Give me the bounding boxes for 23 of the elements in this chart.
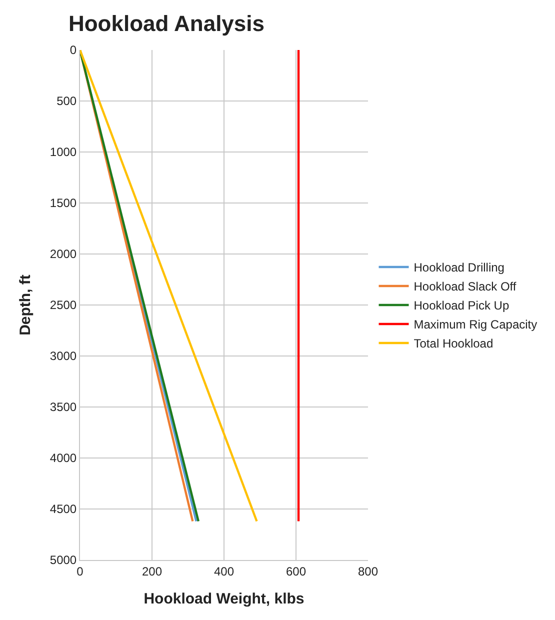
y-tick-label: 0: [70, 43, 77, 58]
y-axis-title: Depth, ft: [17, 274, 34, 336]
legend-label: Hookload Drilling: [414, 260, 504, 275]
x-tick-label: 400: [214, 564, 234, 578]
x-tick-label: 800: [358, 564, 378, 578]
y-tick-label: 2000: [50, 247, 77, 262]
y-tick-label: 4500: [50, 502, 77, 516]
legend-label: Total Hookload: [414, 336, 494, 351]
legend-label: Hookload Pick Up: [414, 298, 510, 313]
x-tick-label: 600: [286, 564, 306, 578]
x-tick-label: 200: [142, 564, 162, 578]
y-tick-label: 500: [56, 94, 77, 108]
x-axis-title: Hookload Weight, klbs: [144, 590, 304, 608]
y-tick-label: 2500: [50, 298, 77, 312]
y-tick-label: 1500: [50, 196, 77, 210]
y-tick-label: 5000: [50, 553, 77, 568]
y-tick-label: 1000: [50, 145, 77, 160]
y-tick-label: 3000: [50, 349, 77, 364]
y-tick-label: 4000: [50, 451, 77, 466]
y-tick-label: 3500: [50, 400, 77, 414]
legend-label: Hookload Slack Off: [414, 280, 517, 294]
legend-label: Maximum Rig Capacity: [414, 318, 538, 332]
chart-title: Hookload Analysis: [68, 10, 265, 36]
